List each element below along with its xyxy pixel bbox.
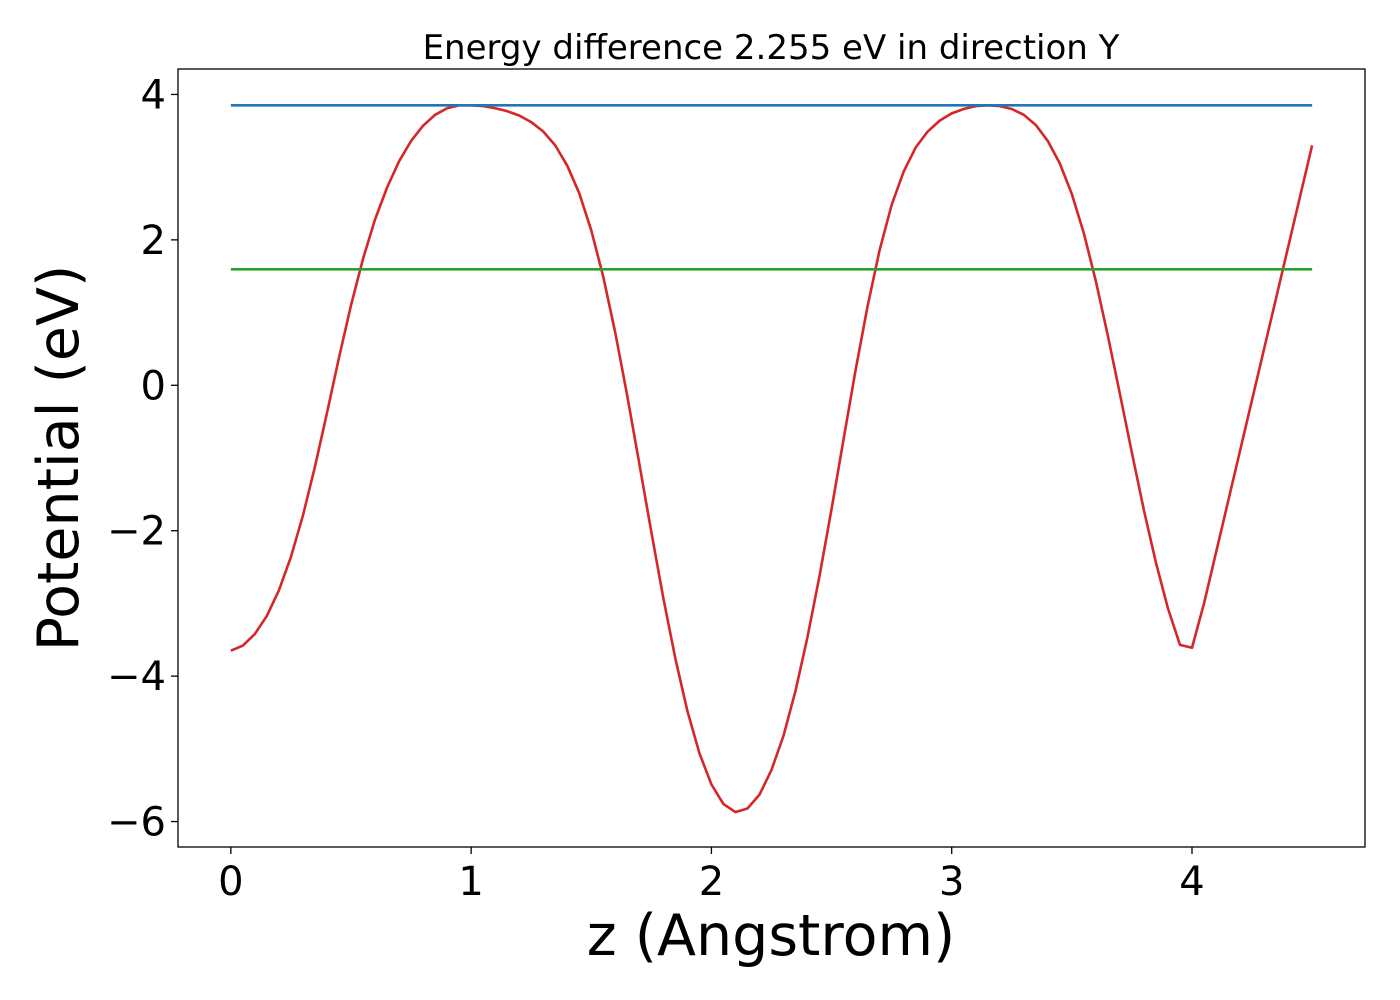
x-tick-label: 3 (939, 859, 964, 905)
x-axis-ticks: 0 1 2 3 4 (218, 847, 1205, 905)
x-tick-label: 1 (458, 859, 483, 905)
potential-line (230, 104, 1314, 814)
y-axis-label: Potential (eV) (26, 265, 92, 651)
y-tick-label: 2 (141, 218, 166, 264)
y-tick-label: −4 (107, 654, 166, 700)
x-tick-label: 2 (699, 859, 724, 905)
x-tick-label: 0 (218, 859, 243, 905)
x-axis-label: z (Angstrom) (587, 903, 955, 969)
chart-title: Energy difference 2.255 eV in direction … (423, 28, 1120, 68)
y-tick-label: −6 (107, 800, 166, 846)
y-tick-label: −2 (107, 509, 166, 555)
plot-area (177, 68, 1366, 848)
y-tick-label: 0 (141, 363, 166, 409)
axes-frame (177, 68, 1366, 848)
y-tick-label: 4 (141, 72, 166, 118)
x-tick-label: 4 (1179, 859, 1204, 905)
y-axis-ticks: −6 −4 −2 0 2 4 (107, 72, 178, 846)
series-layer (230, 104, 1314, 814)
